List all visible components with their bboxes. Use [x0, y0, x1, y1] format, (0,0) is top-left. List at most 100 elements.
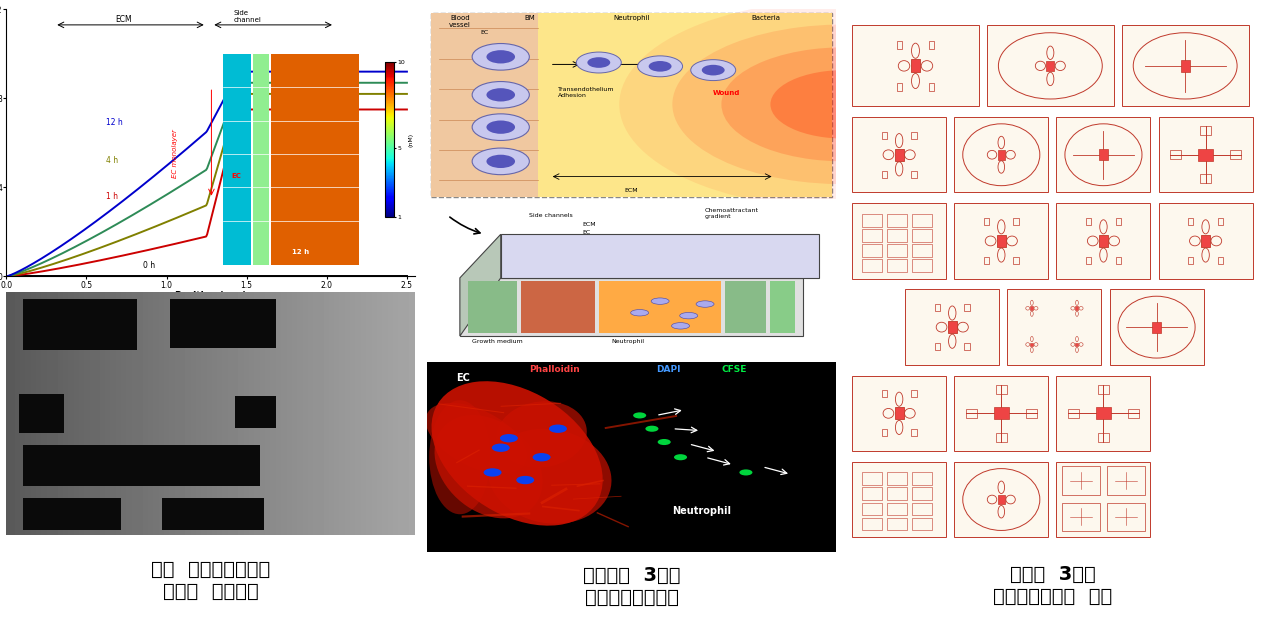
Bar — [1067, 409, 1079, 418]
Circle shape — [491, 443, 510, 452]
FancyBboxPatch shape — [1122, 25, 1249, 106]
Bar — [1170, 150, 1181, 159]
Text: 0 h: 0 h — [143, 260, 154, 270]
FancyBboxPatch shape — [1056, 376, 1151, 451]
FancyBboxPatch shape — [1056, 203, 1151, 278]
Bar — [222, 54, 251, 265]
Text: Wound: Wound — [714, 90, 740, 96]
Bar — [1188, 257, 1194, 264]
Bar — [1218, 218, 1223, 225]
FancyBboxPatch shape — [538, 13, 832, 198]
Circle shape — [533, 453, 551, 461]
Circle shape — [658, 439, 671, 445]
Bar — [1230, 150, 1242, 159]
Bar — [912, 259, 932, 272]
Bar — [965, 343, 970, 350]
Text: 1 h: 1 h — [106, 192, 117, 200]
Bar — [997, 235, 1005, 247]
Text: Side channels: Side channels — [529, 213, 573, 218]
Bar — [1115, 218, 1122, 225]
Wedge shape — [721, 47, 865, 161]
Text: 12 h: 12 h — [292, 249, 308, 255]
Bar — [912, 214, 932, 227]
FancyBboxPatch shape — [431, 13, 832, 198]
FancyBboxPatch shape — [906, 290, 999, 365]
Ellipse shape — [488, 429, 611, 524]
Bar — [1108, 466, 1144, 495]
Bar — [984, 257, 989, 264]
Circle shape — [486, 155, 515, 168]
Polygon shape — [500, 234, 820, 278]
Circle shape — [649, 61, 672, 72]
Bar — [1200, 174, 1211, 184]
Circle shape — [472, 148, 529, 175]
Ellipse shape — [426, 403, 527, 474]
Bar — [882, 429, 887, 436]
Bar — [1096, 407, 1111, 419]
Bar — [861, 214, 883, 227]
Bar — [887, 472, 907, 485]
FancyBboxPatch shape — [1056, 462, 1151, 538]
Wedge shape — [672, 25, 874, 184]
Bar — [994, 407, 1009, 419]
Text: ECM: ECM — [625, 188, 638, 193]
Circle shape — [679, 312, 697, 319]
Y-axis label: (nM): (nM) — [408, 133, 413, 146]
Bar — [995, 433, 1007, 442]
Bar — [998, 150, 1005, 159]
Circle shape — [672, 322, 690, 329]
Text: ECM: ECM — [115, 14, 131, 24]
Bar — [1201, 235, 1210, 247]
Bar — [861, 472, 883, 485]
Bar — [935, 343, 940, 350]
Bar — [23, 299, 138, 350]
Bar — [725, 281, 767, 333]
Bar — [1108, 503, 1144, 531]
Ellipse shape — [429, 400, 490, 514]
FancyBboxPatch shape — [1008, 290, 1101, 365]
Bar — [861, 244, 883, 257]
Circle shape — [633, 412, 647, 418]
Text: DAPI: DAPI — [655, 365, 681, 374]
Bar — [235, 396, 277, 428]
Bar — [1188, 218, 1194, 225]
Bar — [1031, 342, 1033, 347]
Bar — [912, 429, 917, 436]
Circle shape — [645, 426, 658, 432]
Circle shape — [486, 50, 515, 63]
Bar — [469, 281, 517, 333]
Text: Neutrophil: Neutrophil — [614, 15, 649, 21]
Text: 미세  세포환경에서의
정밀한  물질전달: 미세 세포환경에서의 정밀한 물질전달 — [152, 560, 270, 601]
Bar — [1098, 433, 1109, 442]
Circle shape — [472, 82, 529, 108]
FancyBboxPatch shape — [955, 462, 1048, 538]
Bar — [984, 218, 989, 225]
Wedge shape — [770, 70, 856, 138]
Text: Bacteria: Bacteria — [751, 15, 781, 21]
Circle shape — [486, 88, 515, 102]
FancyBboxPatch shape — [955, 376, 1048, 451]
Text: EC: EC — [231, 173, 241, 179]
Bar — [1013, 218, 1019, 225]
Bar — [1013, 257, 1019, 264]
Text: 12 h: 12 h — [106, 118, 123, 127]
Circle shape — [652, 298, 669, 304]
Circle shape — [517, 476, 534, 484]
FancyBboxPatch shape — [853, 462, 946, 538]
Bar — [23, 498, 121, 530]
Bar — [912, 170, 917, 178]
Text: EC: EC — [480, 30, 489, 35]
Bar — [1031, 306, 1033, 310]
Bar — [882, 170, 887, 178]
Bar — [162, 498, 264, 530]
Bar — [1152, 322, 1161, 332]
Circle shape — [630, 309, 649, 316]
Bar — [1200, 126, 1211, 135]
Circle shape — [702, 65, 725, 76]
Text: Growth medium: Growth medium — [472, 339, 523, 344]
FancyBboxPatch shape — [955, 203, 1048, 278]
FancyBboxPatch shape — [853, 25, 979, 106]
Bar — [1086, 257, 1091, 264]
Bar — [1098, 384, 1109, 394]
Circle shape — [576, 52, 621, 73]
